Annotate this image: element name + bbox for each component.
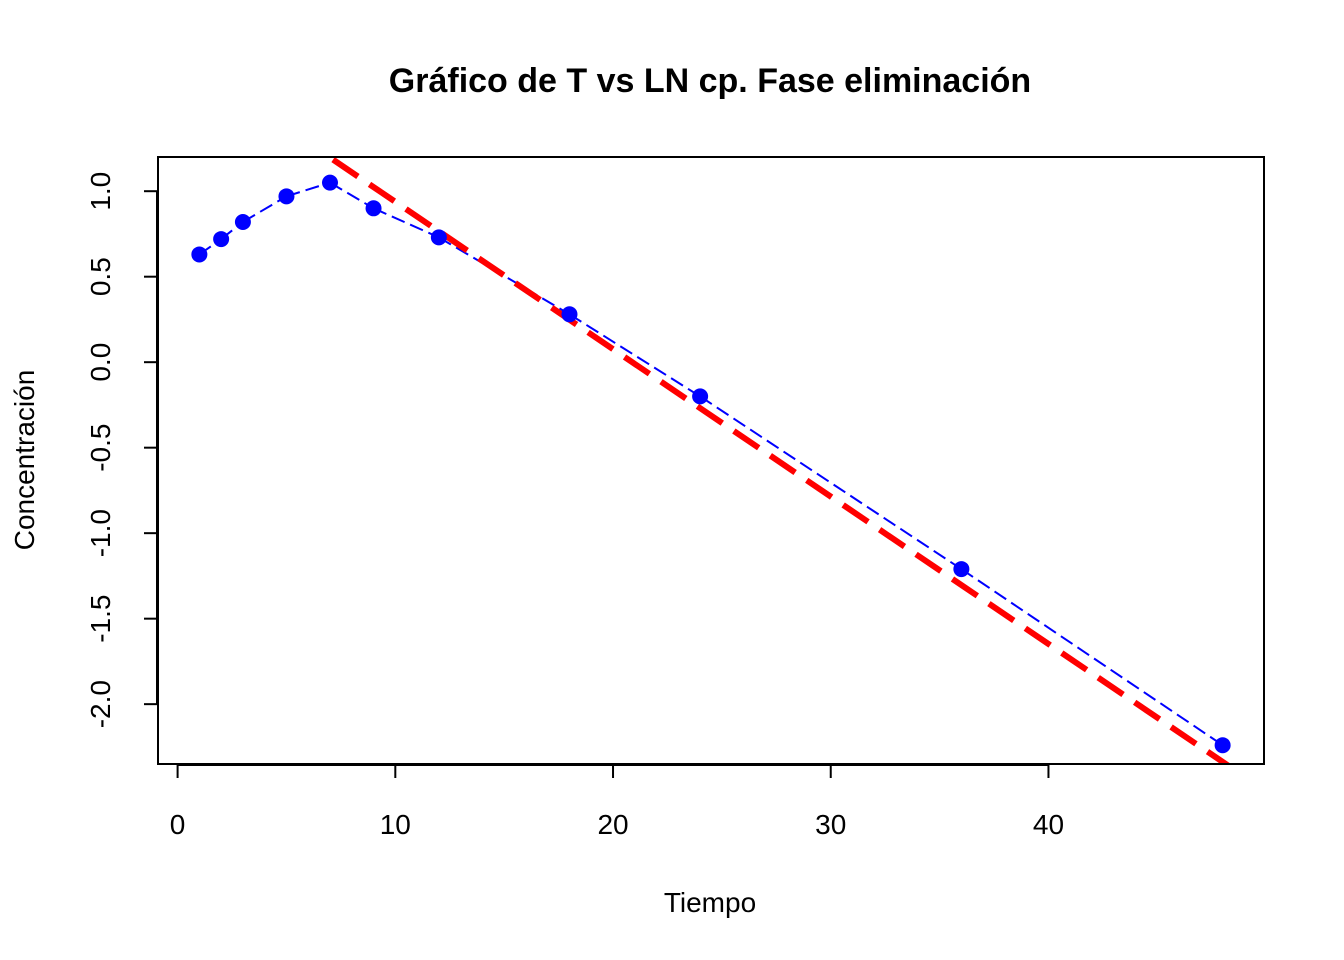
y-tick-label: -0.5 — [85, 424, 116, 472]
series-line-segment — [438, 236, 570, 316]
chart-title: Gráfico de T vs LN cp. Fase eliminación — [389, 62, 1031, 100]
y-tick-label: 1.0 — [85, 172, 116, 211]
y-tick-label: 0.5 — [85, 257, 116, 296]
plot-area — [191, 157, 1232, 764]
x-tick-label: 10 — [380, 809, 411, 840]
x-axis: 0 10 20 30 40 — [170, 764, 1064, 840]
y-tick-label: -1.5 — [85, 595, 116, 643]
series-line-segment — [960, 568, 1224, 747]
data-point — [1214, 737, 1231, 754]
y-tick-label: 0.0 — [85, 343, 116, 382]
x-tick-label: 40 — [1033, 809, 1064, 840]
series-line-segment — [242, 195, 287, 223]
series-line-segment — [329, 181, 375, 210]
series-line-segment — [568, 313, 701, 398]
data-point — [692, 388, 709, 405]
data-point — [321, 174, 338, 191]
data-point — [561, 306, 578, 323]
data-point — [234, 213, 251, 230]
y-tick-label: -1.0 — [85, 509, 116, 557]
data-point — [278, 188, 295, 205]
data-point — [365, 200, 382, 217]
regression-line — [323, 157, 1232, 764]
data-point — [213, 231, 230, 248]
data-point — [191, 246, 208, 263]
data-point — [953, 561, 970, 578]
y-axis-label: Concentración — [9, 370, 40, 551]
y-tick-label: -2.0 — [85, 680, 116, 728]
series-line-segment — [373, 207, 440, 239]
x-tick-label: 0 — [170, 809, 186, 840]
x-tick-label: 20 — [597, 809, 628, 840]
x-tick-label: 30 — [815, 809, 846, 840]
data-point — [430, 229, 447, 246]
y-axis: -2.0 -1.5 -1.0 -0.5 0.0 0.5 1.0 — [85, 172, 158, 728]
plot-frame — [157, 156, 1265, 765]
x-axis-label: Tiempo — [664, 887, 756, 918]
series-line-segment — [699, 395, 962, 570]
